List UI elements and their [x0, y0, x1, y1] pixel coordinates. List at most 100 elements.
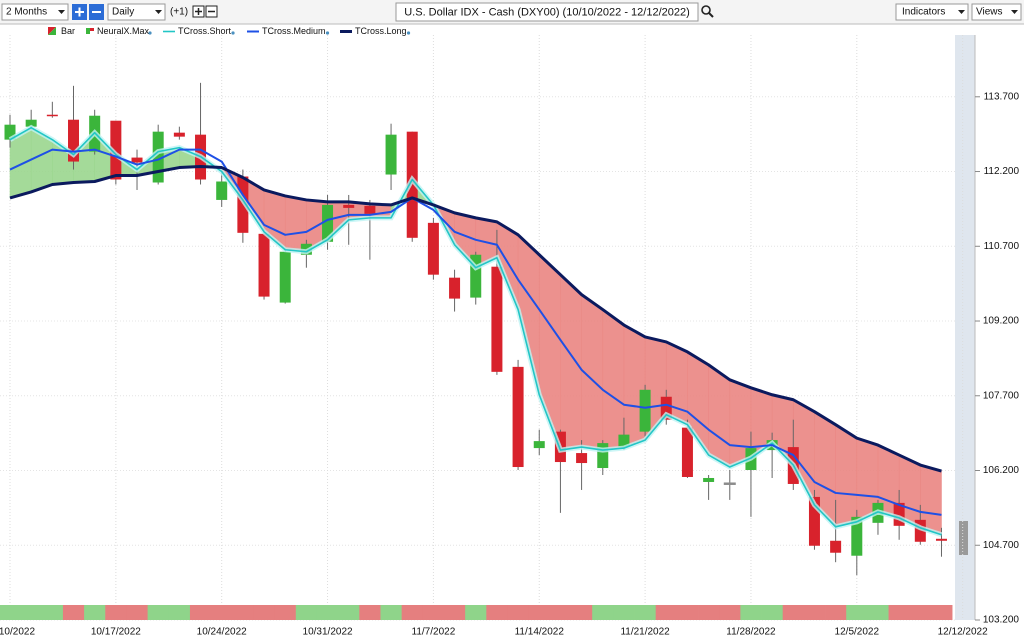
candle-body — [258, 233, 270, 297]
signal-segment — [84, 605, 106, 620]
candle-body — [279, 251, 291, 303]
legend: Bar NeuralX.Max TCross.Short TCross.Mediu… — [48, 26, 411, 36]
signal-segment — [338, 605, 360, 620]
legend-dot — [325, 31, 330, 35]
legend-dot — [148, 31, 152, 35]
x-tick-label: 11/14/2022 — [515, 627, 565, 638]
trend-fill — [835, 424, 858, 528]
dropdown-arrow — [958, 10, 965, 14]
search-icon[interactable] — [701, 5, 711, 15]
y-tick-label: 110.700 — [984, 241, 1020, 252]
candle-body — [830, 540, 842, 553]
candle-body — [618, 434, 630, 448]
candle-body — [173, 132, 185, 137]
legend-label: Bar — [61, 26, 75, 36]
signal-segment — [41, 605, 64, 620]
plot-area — [0, 35, 964, 621]
signal-segment — [930, 605, 953, 620]
y-tick-label: 106.200 — [983, 465, 1020, 476]
signal-segment — [803, 605, 826, 620]
signal-segment — [549, 605, 572, 620]
candle-body — [322, 204, 334, 242]
x-tick-label: 11/7/2022 — [412, 627, 456, 638]
x-tick-label: 11/28/2022 — [726, 627, 776, 638]
legend-dot — [406, 31, 411, 35]
signal-segment — [592, 605, 614, 620]
legend-dot — [231, 31, 235, 35]
x-tick-label: 12/12/2022 — [938, 627, 988, 638]
signal-segment — [62, 605, 85, 620]
signal-segment — [147, 605, 170, 620]
signal-segment — [359, 605, 381, 620]
trend-fill — [560, 273, 582, 451]
candle-body — [512, 366, 524, 468]
candle-body — [533, 441, 545, 449]
candle-body — [893, 502, 905, 526]
plus-icon — [75, 7, 84, 17]
candle-body — [343, 204, 355, 208]
y-tick-label: 112.200 — [984, 166, 1020, 177]
dropdown-arrow — [58, 10, 65, 14]
candle-body — [216, 181, 228, 200]
indicators-text: Indicators — [902, 7, 945, 18]
candle-body — [46, 114, 58, 117]
period-text: 2 Months — [6, 7, 47, 18]
signal-segment — [274, 605, 297, 620]
signal-segment — [316, 605, 339, 620]
candle-body — [406, 131, 418, 238]
candle-body — [914, 519, 926, 542]
y-tick-label: 103.200 — [983, 615, 1020, 626]
signal-segment — [443, 605, 466, 620]
y-tick-label: 104.700 — [983, 540, 1020, 551]
views-text: Views — [976, 7, 1003, 18]
candle-body — [364, 205, 376, 214]
plus-icon — [195, 8, 202, 15]
offset-text: (+1) — [170, 7, 188, 18]
signal-segment — [740, 605, 762, 620]
signal-segment — [232, 605, 254, 620]
signal-segment — [211, 605, 233, 620]
candle-body — [385, 134, 397, 175]
signal-segment — [698, 605, 720, 620]
signal-segment — [825, 605, 847, 620]
signal-segment — [168, 605, 191, 620]
candle-body — [808, 496, 820, 546]
x-tick-label: 10/10/2022 — [0, 627, 35, 638]
signal-segment — [401, 605, 424, 620]
signal-segment — [465, 605, 487, 620]
x-tick-label: 11/21/2022 — [620, 627, 670, 638]
signal-segment — [422, 605, 445, 620]
signal-segment — [676, 605, 699, 620]
x-tick-label: 10/17/2022 — [91, 627, 141, 638]
trend-fill — [708, 364, 731, 468]
candle-body — [681, 427, 693, 477]
x-tick-label: 10/31/2022 — [303, 627, 353, 638]
future-area — [955, 35, 975, 620]
x-tick-label: 10/24/2022 — [197, 627, 247, 638]
indicators-select[interactable] — [895, 3, 969, 21]
toolbar: 2 Months Daily (+1) U.S. Dollar IDX - Ca… — [0, 0, 1024, 25]
candle-body — [131, 157, 143, 163]
symbol-box[interactable] — [395, 2, 699, 22]
candle-body — [152, 131, 164, 183]
search-icon-handle — [708, 12, 714, 18]
signal-segment — [507, 605, 530, 620]
legend-label: TCross.Long — [355, 26, 407, 36]
signal-segment — [105, 605, 127, 620]
signal-segment — [126, 605, 149, 620]
signal-segment — [0, 605, 21, 620]
interval-select[interactable] — [107, 3, 166, 21]
line — [9, 165, 942, 473]
period-select[interactable] — [1, 3, 69, 21]
candle-body — [576, 453, 588, 464]
candle-body — [427, 222, 439, 275]
candle-body — [449, 277, 461, 299]
legend-icon — [86, 28, 90, 34]
legend-label: NeuralX.Max — [97, 26, 150, 36]
views-select[interactable] — [971, 3, 1022, 21]
signal-segment — [867, 605, 889, 620]
signal-segment — [571, 605, 593, 620]
candle-body — [703, 477, 715, 482]
signal-segment — [189, 605, 212, 620]
